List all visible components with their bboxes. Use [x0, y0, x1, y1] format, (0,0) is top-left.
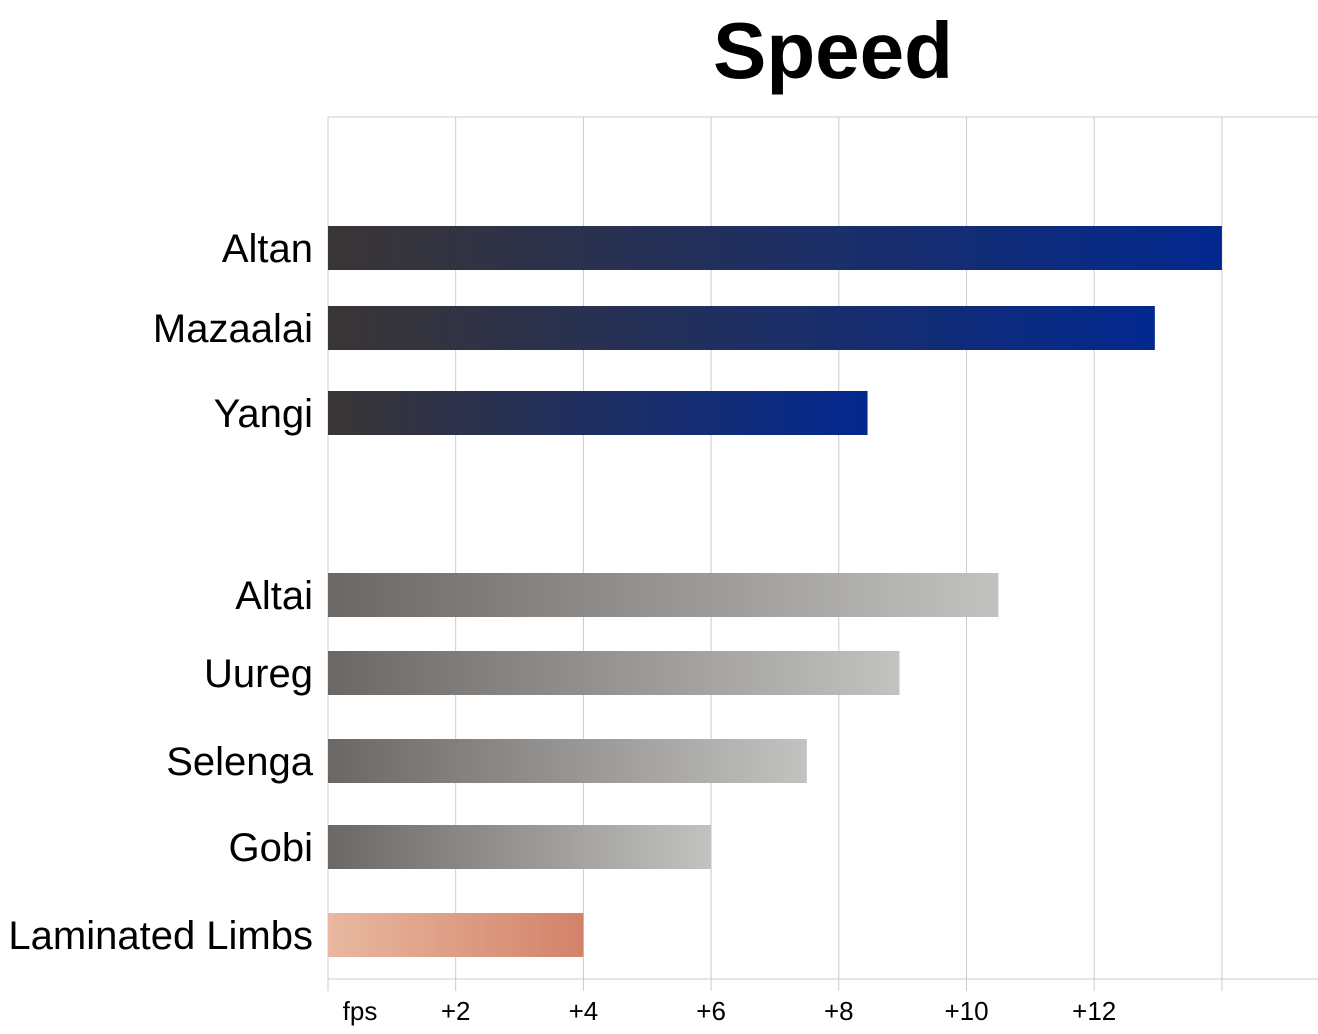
category-labels: Altan Mazaalai Yangi Altai Uureg Selenga Gobi L… — [8, 227, 313, 958]
bar-selenga — [328, 739, 807, 783]
bars — [328, 226, 1222, 957]
x-tick-label: +12 — [1072, 996, 1116, 1026]
bar-yangi — [328, 391, 868, 435]
category-label: Yangi — [214, 392, 313, 436]
bar-laminated-limbs — [328, 913, 584, 957]
bar-altai — [328, 573, 999, 617]
category-label: Altan — [222, 227, 313, 271]
category-label: Selenga — [166, 740, 314, 784]
chart-title: Speed — [713, 6, 953, 95]
x-tick-label: +10 — [944, 996, 988, 1026]
x-tick-label: +8 — [824, 996, 854, 1026]
x-tick-label: +4 — [569, 996, 599, 1026]
category-label: Altai — [235, 574, 313, 618]
category-label: Mazaalai — [153, 307, 313, 351]
bar-altan — [328, 226, 1222, 270]
x-axis-tick-labels: fps +2 +4 +6 +8 +10 +12 — [343, 996, 1117, 1026]
x-tick-label: +2 — [441, 996, 471, 1026]
category-label: Laminated Limbs — [8, 914, 313, 958]
x-tick-label: fps — [343, 996, 378, 1026]
x-tick-label: +6 — [696, 996, 726, 1026]
bar-gobi — [328, 825, 712, 869]
category-label: Gobi — [229, 826, 314, 870]
bar-mazaalai — [328, 306, 1155, 350]
bar-uureg — [328, 651, 900, 695]
category-label: Uureg — [204, 652, 313, 696]
